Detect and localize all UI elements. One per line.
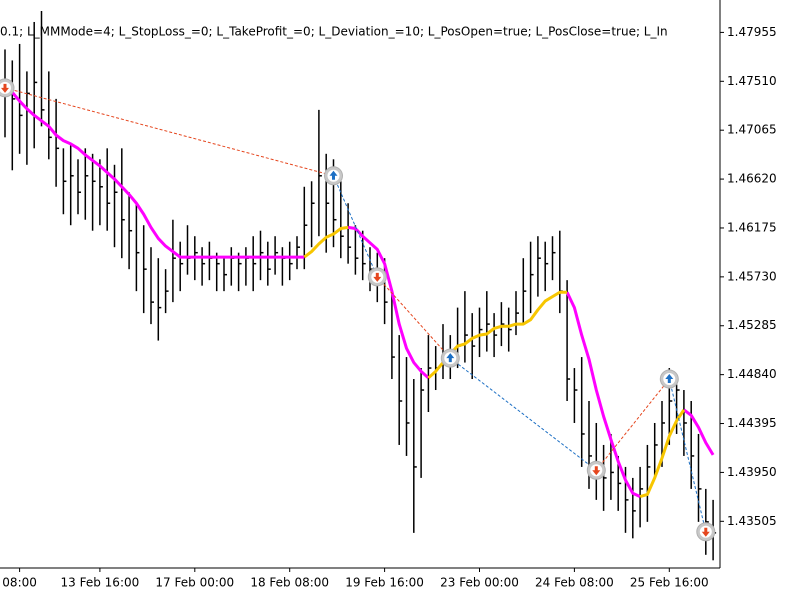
y-tick-label: 1.44840 <box>727 367 777 381</box>
deal-arrow <box>1 83 9 93</box>
plot-area <box>0 10 717 561</box>
x-tick-label: 19 Feb 16:00 <box>345 576 424 590</box>
deal-marker <box>659 369 679 389</box>
deal-arrow <box>592 466 601 476</box>
y-tick-label: 1.43950 <box>727 465 777 479</box>
chart-title: 0.1; L_MMMode=4; L_StopLoss_=0; L_TakePr… <box>0 25 668 39</box>
y-tick-label: 1.47510 <box>727 74 777 88</box>
y-tick-label: 1.44395 <box>727 416 777 430</box>
deal-line <box>595 378 670 471</box>
deal-marker <box>696 522 716 542</box>
y-tick-label: 1.47065 <box>727 123 777 137</box>
deal-marker <box>440 348 460 368</box>
x-tick-label: 08:00 <box>2 576 37 590</box>
x-tick-label: 17 Feb 00:00 <box>155 576 234 590</box>
deal-line <box>333 175 378 278</box>
deal-line <box>4 87 334 177</box>
deal-arrow <box>701 527 710 537</box>
y-tick-label: 1.43505 <box>727 514 777 528</box>
x-tick-label: 24 Feb 08:00 <box>535 576 614 590</box>
deal-marker <box>367 267 387 287</box>
x-tick-label: 25 Feb 16:00 <box>630 576 709 590</box>
y-tick-label: 1.45730 <box>727 269 777 283</box>
y-tick-label: 1.45285 <box>727 318 777 332</box>
deal-line <box>668 378 707 532</box>
deal-arrow <box>329 170 338 180</box>
indicator-line <box>639 408 686 499</box>
deal-arrow <box>665 374 674 384</box>
x-tick-label: 23 Feb 00:00 <box>440 576 519 590</box>
indicator-line <box>565 291 641 498</box>
x-tick-label: 13 Feb 16:00 <box>61 576 140 590</box>
deal-marker <box>0 78 15 98</box>
y-tick-label: 1.46175 <box>727 220 777 234</box>
deal-line <box>376 276 451 359</box>
deal-arrow <box>446 353 455 363</box>
deal-marker <box>586 460 606 480</box>
deal-marker <box>324 166 343 186</box>
x-tick-label: 18 Feb 08:00 <box>250 576 329 590</box>
indicator-line <box>682 408 715 456</box>
indicator-line <box>347 225 430 380</box>
indicator-line <box>303 225 349 259</box>
y-tick-label: 1.46620 <box>727 172 777 186</box>
indicator-line <box>3 83 305 259</box>
deal-arrow <box>373 272 382 282</box>
deal-line <box>449 357 597 471</box>
y-tick-label: 1.47955 <box>727 25 777 39</box>
